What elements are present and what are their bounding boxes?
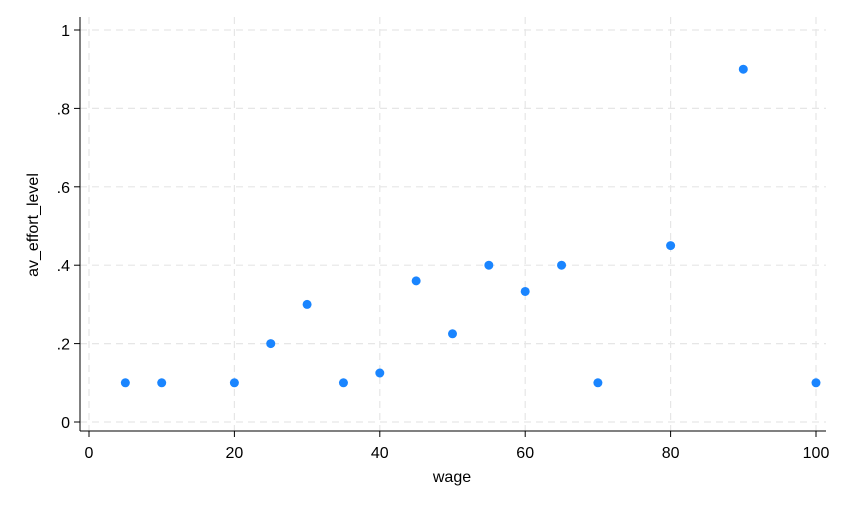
data-point bbox=[266, 339, 276, 349]
y-tick-label: .4 bbox=[57, 258, 70, 275]
data-point bbox=[302, 299, 312, 309]
data-point bbox=[593, 378, 603, 388]
data-point bbox=[666, 241, 676, 251]
y-tick-label: 0 bbox=[61, 415, 70, 432]
y-tick-label: .8 bbox=[57, 101, 70, 118]
x-axis-label: wage bbox=[432, 469, 471, 486]
x-tick-label: 0 bbox=[85, 445, 94, 462]
data-point bbox=[157, 378, 167, 388]
data-point bbox=[375, 368, 385, 378]
x-tick-label: 80 bbox=[662, 445, 680, 462]
data-point bbox=[738, 64, 748, 74]
data-point bbox=[448, 329, 457, 339]
y-axis-label: av_effort_level bbox=[25, 173, 42, 277]
grid-lines bbox=[80, 17, 826, 431]
data-point bbox=[229, 378, 239, 388]
y-tick-label: .6 bbox=[57, 180, 70, 197]
data-point bbox=[338, 378, 348, 388]
data-point bbox=[811, 378, 821, 388]
data-point bbox=[411, 276, 421, 286]
x-tick-label: 20 bbox=[226, 445, 244, 462]
data-point bbox=[120, 378, 130, 388]
axes bbox=[79, 17, 826, 432]
y-tick-label: .2 bbox=[57, 337, 70, 354]
x-axis-ticks: 0 20 40 60 80 100 bbox=[85, 431, 830, 462]
data-points bbox=[120, 64, 821, 388]
y-axis-ticks: 0 .2 .4 .6 .8 1 bbox=[57, 23, 80, 432]
y-tick-label: 1 bbox=[61, 23, 70, 40]
data-point bbox=[484, 260, 494, 270]
data-point bbox=[520, 286, 530, 296]
x-tick-label: 100 bbox=[803, 445, 830, 462]
x-tick-label: 60 bbox=[516, 445, 534, 462]
x-tick-label: 40 bbox=[371, 445, 389, 462]
data-point bbox=[557, 260, 567, 270]
